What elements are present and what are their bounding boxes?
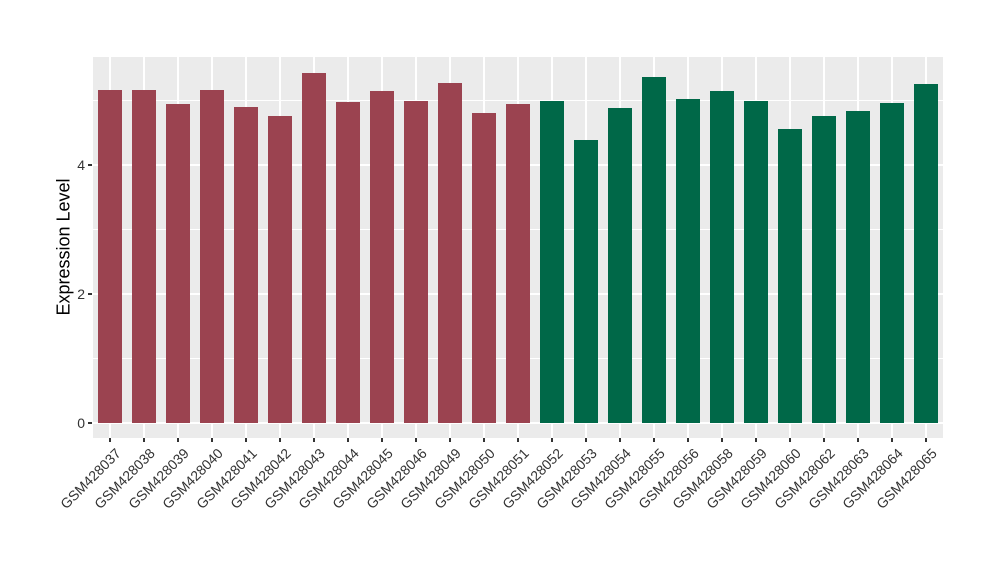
bar-GSM428054 bbox=[608, 107, 632, 423]
bar-GSM428062 bbox=[812, 115, 836, 423]
x-tick-mark bbox=[415, 438, 417, 442]
bar-GSM428063 bbox=[846, 111, 870, 423]
bar-GSM428059 bbox=[744, 101, 768, 423]
x-tick-mark bbox=[687, 438, 689, 442]
x-tick-mark bbox=[381, 438, 383, 442]
y-tick-label: 0 bbox=[77, 415, 85, 431]
bar-GSM428049 bbox=[438, 83, 462, 423]
bar-GSM428043 bbox=[302, 73, 326, 423]
bar-GSM428060 bbox=[778, 128, 802, 423]
x-tick-mark bbox=[517, 438, 519, 442]
x-tick-mark bbox=[857, 438, 859, 442]
bar-GSM428045 bbox=[370, 91, 394, 423]
y-tick-mark bbox=[88, 293, 92, 295]
x-tick-mark bbox=[789, 438, 791, 442]
x-tick-mark bbox=[143, 438, 145, 442]
x-tick-mark bbox=[279, 438, 281, 442]
bar-GSM428042 bbox=[268, 115, 292, 423]
x-tick-mark bbox=[721, 438, 723, 442]
x-tick-mark bbox=[177, 438, 179, 442]
y-tick-mark bbox=[88, 422, 92, 424]
bar-GSM428037 bbox=[98, 89, 122, 423]
y-tick-label: 2 bbox=[77, 286, 85, 302]
x-tick-mark bbox=[619, 438, 621, 442]
bar-GSM428065 bbox=[914, 84, 938, 423]
y-tick-mark bbox=[88, 164, 92, 166]
x-tick-mark bbox=[449, 438, 451, 442]
bar-GSM428041 bbox=[234, 106, 258, 423]
x-tick-mark bbox=[891, 438, 893, 442]
bar-GSM428052 bbox=[540, 100, 564, 423]
plot-panel bbox=[93, 57, 943, 438]
bar-GSM428053 bbox=[574, 139, 598, 423]
x-tick-mark bbox=[925, 438, 927, 442]
bar-GSM428044 bbox=[336, 101, 360, 423]
x-tick-mark bbox=[653, 438, 655, 442]
x-tick-mark bbox=[245, 438, 247, 442]
bar-GSM428039 bbox=[166, 104, 190, 423]
x-tick-mark bbox=[347, 438, 349, 442]
bar-GSM428038 bbox=[132, 90, 156, 423]
bar-GSM428058 bbox=[710, 90, 734, 423]
bar-GSM428046 bbox=[404, 101, 428, 423]
bar-GSM428056 bbox=[676, 99, 700, 423]
x-tick-mark bbox=[551, 438, 553, 442]
bar-GSM428050 bbox=[472, 113, 496, 423]
x-tick-mark bbox=[109, 438, 111, 442]
x-tick-mark bbox=[823, 438, 825, 442]
y-tick-label: 4 bbox=[77, 157, 85, 173]
bar-GSM428040 bbox=[200, 90, 224, 423]
x-tick-mark bbox=[585, 438, 587, 442]
bar-GSM428051 bbox=[506, 104, 530, 423]
x-tick-mark bbox=[483, 438, 485, 442]
x-tick-mark bbox=[211, 438, 213, 442]
bar-GSM428064 bbox=[880, 103, 904, 423]
bar-GSM428055 bbox=[642, 76, 666, 423]
x-tick-mark bbox=[313, 438, 315, 442]
x-tick-mark bbox=[755, 438, 757, 442]
